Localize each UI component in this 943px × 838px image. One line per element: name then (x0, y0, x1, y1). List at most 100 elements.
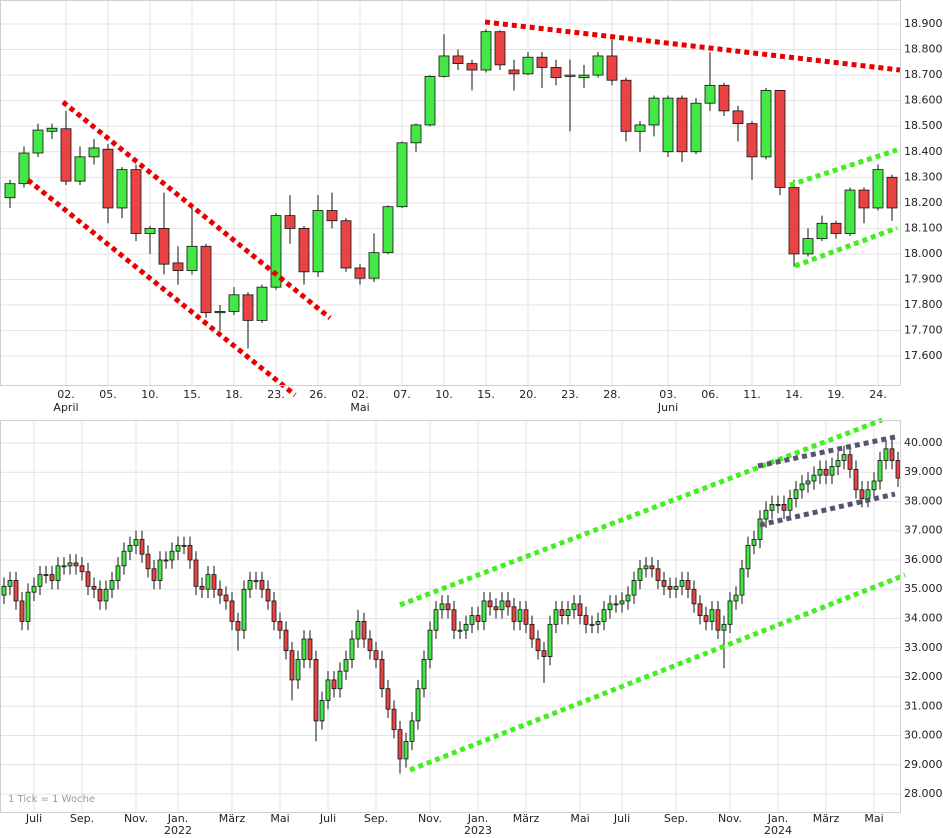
candle-body (241, 588, 247, 631)
candle-body (793, 489, 799, 499)
candle-body (74, 156, 86, 182)
candle-body (739, 568, 745, 596)
candle-body (817, 468, 823, 476)
candle-body (583, 615, 589, 625)
candle-body (312, 210, 324, 273)
candle-body (487, 600, 493, 608)
x-tick-label: Juli (319, 812, 336, 825)
candle-body (844, 189, 856, 234)
candle-body (229, 600, 235, 622)
y-tick-label: 35.000 (904, 582, 943, 595)
candle-layer (1, 29, 901, 774)
candle-body (7, 580, 13, 587)
y-tick-label: 18.500 (904, 119, 943, 132)
candle-body (733, 594, 739, 602)
candle-body (403, 740, 409, 760)
y-tick-label: 30.000 (904, 729, 943, 742)
candle-body (4, 183, 16, 199)
candle-body (410, 124, 422, 144)
candle-body (535, 638, 541, 652)
candle-body (396, 142, 408, 208)
candle-body (661, 580, 667, 587)
x-tick-label: Nov. (124, 812, 148, 825)
candle-body (433, 609, 439, 631)
candle-body (343, 659, 349, 672)
candle-body (877, 460, 883, 482)
x-tick-label: März (813, 812, 840, 825)
candle-body (253, 580, 259, 582)
x-tick-label: 05. (99, 388, 117, 401)
candle-body (508, 69, 520, 75)
candle-body (613, 603, 619, 606)
candle-body (494, 31, 506, 66)
candle-body (295, 659, 301, 681)
x-tick-label: Mai (570, 812, 589, 825)
candle-body (751, 539, 757, 546)
candle-body (235, 621, 241, 631)
x-tick-label: Sep. (364, 812, 388, 825)
candle-body (620, 79, 632, 132)
candle-body (886, 176, 898, 209)
y-tick-label: 17.700 (904, 324, 943, 337)
candle-body (787, 498, 793, 511)
candle-body (823, 468, 829, 476)
candle-body (427, 629, 433, 660)
y-tick-label: 18.400 (904, 145, 943, 158)
panel-frame (0, 420, 901, 813)
candle-body (130, 169, 142, 234)
candle-body (853, 468, 859, 491)
x-group-label: April (53, 401, 78, 414)
candle-body (469, 615, 475, 625)
candle-body (313, 659, 319, 722)
candle-body (265, 588, 271, 602)
candle-body (757, 518, 763, 540)
x-tick-label: Jan. (467, 812, 488, 825)
candle-body (438, 55, 450, 77)
candle-body (718, 84, 730, 112)
x-tick-label: Nov. (418, 812, 442, 825)
candle-body (704, 84, 716, 104)
candle-body (367, 638, 373, 652)
candle-body (67, 562, 73, 567)
candle-body (368, 252, 380, 279)
candle-body (85, 571, 91, 587)
candle-body (37, 574, 43, 587)
candle-body (88, 147, 100, 158)
candle-body (270, 215, 282, 288)
candle-body (43, 574, 49, 577)
y-tick-label: 32.000 (904, 670, 943, 683)
trend-lines (26, 19, 906, 773)
candle-body (79, 565, 85, 573)
panel-frame (0, 0, 901, 386)
candle-body (536, 56, 548, 68)
y-tick-label: 18.000 (904, 247, 943, 260)
candle-body (457, 629, 463, 632)
candle-body (564, 74, 576, 77)
candle-body (445, 603, 451, 611)
candle-body (721, 623, 727, 631)
candle-body (175, 544, 181, 552)
candle-body (373, 650, 379, 660)
trend-line (484, 19, 901, 73)
candle-body (550, 67, 562, 79)
candle-body (103, 588, 109, 602)
candle-body (565, 609, 571, 616)
candle-body (271, 600, 277, 622)
x-tick-label: Jan. (167, 812, 188, 825)
candle-body (541, 650, 547, 657)
candle-body (673, 585, 679, 590)
candle-body (648, 97, 660, 126)
candle-body (691, 588, 697, 605)
candle-body (91, 585, 97, 590)
x-tick-label: 28. (603, 388, 621, 401)
x-tick-label: 02. (57, 388, 75, 401)
candle-body (256, 286, 268, 321)
candle-body (643, 565, 649, 570)
candle-body (763, 509, 769, 520)
candle-body (676, 97, 688, 153)
candle-body (158, 227, 170, 265)
candle-body (200, 245, 212, 314)
candle-body (703, 615, 709, 622)
candle-body (223, 594, 229, 602)
candle-body (788, 187, 800, 255)
